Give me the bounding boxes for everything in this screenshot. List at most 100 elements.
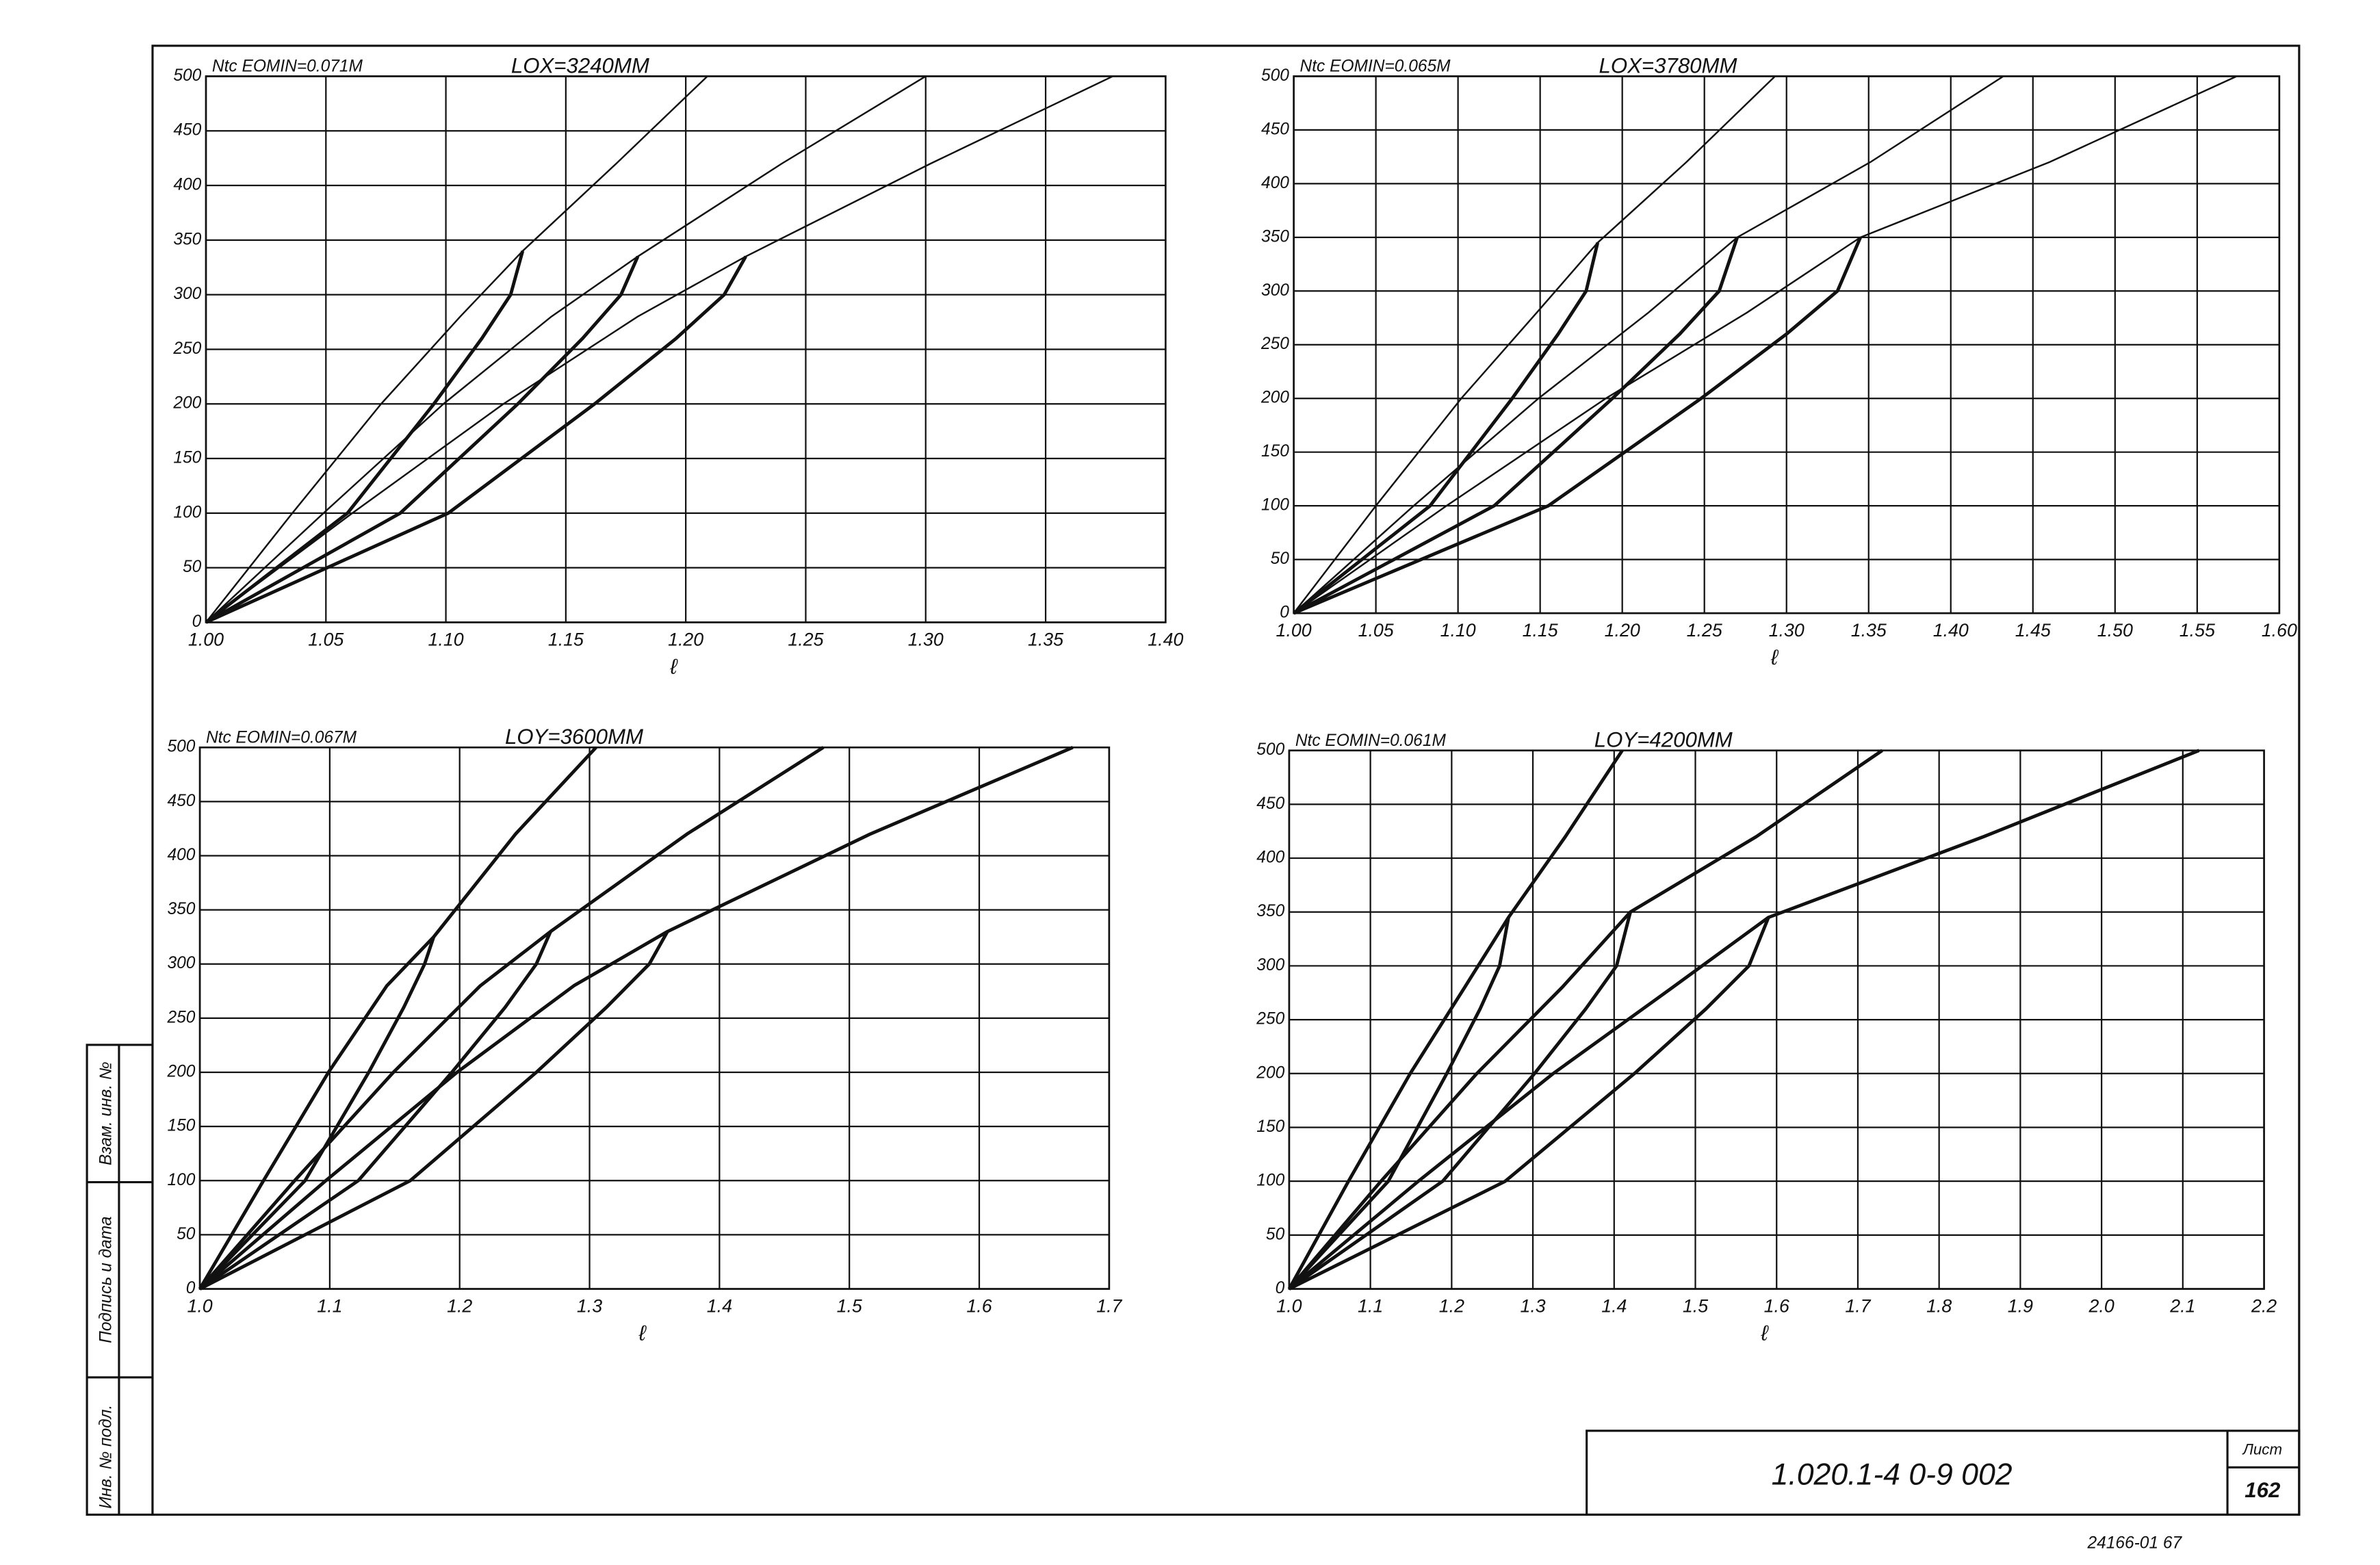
x-tick-label: 1.0 — [1276, 1295, 1302, 1316]
y-tick-label: 0 — [1276, 1279, 1285, 1297]
x-tick-label: 1.00 — [1276, 620, 1312, 641]
curve — [1288, 749, 1883, 1291]
sheet-number: 162 — [2245, 1478, 2281, 1502]
x-tick-label: 1.35 — [1028, 629, 1063, 649]
x-tick-label: 1.25 — [1687, 620, 1722, 641]
x-tick-label: 1.15 — [1523, 620, 1558, 641]
plot-border — [198, 746, 1111, 1290]
x-tick-label: 1.30 — [908, 629, 944, 649]
x-tick-label: 1.50 — [2097, 620, 2133, 641]
side-stamp-text: Инв. № подл. — [97, 1405, 116, 1509]
x-tick-label: 1.40 — [1933, 620, 1969, 641]
side-stamp-text: Взам. инв. № — [97, 1061, 116, 1165]
x-tick-label: 1.15 — [548, 629, 584, 649]
sheet-border — [151, 44, 2301, 1516]
chart-title: Ntc EOMIN=0.065M — [1300, 57, 1451, 76]
y-tick-label: 150 — [1256, 1117, 1284, 1136]
plot-border — [1288, 749, 2265, 1290]
curve — [1293, 75, 2004, 614]
x-tick-label: 1.30 — [1769, 620, 1805, 641]
curve — [1293, 75, 2237, 615]
x-tick-label: 1.1 — [317, 1295, 342, 1316]
side-stamp-text: Подпись и дата — [97, 1216, 116, 1343]
y-tick-label: 200 — [166, 1063, 195, 1081]
x-tick-label: 1.3 — [577, 1295, 602, 1316]
curve — [198, 936, 436, 1291]
y-tick-label: 250 — [1256, 1010, 1284, 1029]
chart-subtitle: LOY=3600MM — [505, 725, 643, 749]
x-tick-label: 1.5 — [1683, 1295, 1708, 1316]
x-tick-label: 1.55 — [2179, 620, 2215, 641]
x-tick-label: 1.7 — [1845, 1295, 1871, 1316]
curve — [1287, 749, 1624, 1290]
title-block — [1586, 1430, 2301, 1516]
chart-subtitle: LOX=3780MM — [1599, 53, 1737, 77]
y-tick-label: 50 — [183, 558, 202, 576]
x-tick-label: 1.05 — [308, 629, 344, 649]
x-tick-label: 1.3 — [1520, 1295, 1545, 1316]
x-tick-label: 2.0 — [2088, 1295, 2114, 1316]
x-tick-label: 1.6 — [966, 1295, 992, 1316]
x-tick-label: 1.20 — [1605, 620, 1640, 641]
x-tick-label: 1.1 — [1358, 1295, 1383, 1316]
curve — [1288, 916, 1770, 1291]
y-tick-label: 400 — [1261, 174, 1289, 192]
y-tick-label: 100 — [173, 503, 201, 521]
x-tick-label: 1.2 — [1439, 1295, 1464, 1316]
y-tick-label: 450 — [1256, 794, 1284, 813]
y-tick-label: 50 — [1271, 549, 1290, 568]
chart-title: Ntc EOMIN=0.061M — [1295, 732, 1447, 750]
y-tick-label: 500 — [173, 66, 201, 85]
curve — [205, 255, 747, 624]
x-tick-label: 1.2 — [447, 1295, 472, 1316]
y-tick-label: 50 — [1266, 1225, 1285, 1243]
curve — [1288, 749, 2200, 1291]
y-tick-label: 150 — [173, 449, 201, 467]
x-tick-label: 1.25 — [788, 629, 823, 649]
y-tick-label: 0 — [186, 1279, 196, 1297]
y-tick-label: 100 — [1256, 1172, 1284, 1190]
curve — [198, 746, 825, 1291]
x-tick-label: 1.10 — [428, 629, 464, 649]
y-tick-label: 400 — [173, 176, 201, 194]
y-tick-label: 200 — [1260, 389, 1289, 407]
curve — [205, 75, 927, 623]
x-tick-label: 1.7 — [1096, 1295, 1122, 1316]
y-tick-label: 200 — [172, 394, 201, 413]
y-tick-label: 0 — [1280, 604, 1289, 622]
y-tick-label: 500 — [167, 738, 195, 756]
y-tick-label: 350 — [1261, 227, 1289, 246]
y-tick-label: 450 — [173, 121, 201, 140]
curve — [205, 250, 525, 624]
x-tick-label: 1.05 — [1358, 620, 1394, 641]
y-tick-label: 250 — [1260, 335, 1289, 353]
x-tick-label: 1.0 — [187, 1295, 212, 1316]
chart-title: Ntc EOMIN=0.071M — [212, 57, 363, 76]
x-tick-label: 2.2 — [2251, 1295, 2277, 1316]
curve — [1293, 237, 1739, 615]
curve — [198, 931, 552, 1291]
x-tick-label: 1.4 — [1601, 1295, 1627, 1316]
y-tick-label: 300 — [1261, 281, 1289, 300]
y-tick-label: 500 — [1256, 740, 1284, 759]
x-tick-label: 1.8 — [1926, 1295, 1952, 1316]
y-tick-label: 50 — [177, 1225, 196, 1243]
y-tick-label: 450 — [167, 792, 195, 810]
y-tick-label: 100 — [167, 1171, 195, 1189]
curve — [198, 931, 669, 1291]
curve — [198, 746, 597, 1290]
x-tick-label: 1.45 — [2015, 620, 2051, 641]
x-axis-label: ℓ — [1760, 1321, 1769, 1345]
sheet-label: Лист — [2242, 1441, 2282, 1458]
y-tick-label: 100 — [1261, 496, 1289, 515]
x-tick-label: 1.00 — [188, 629, 224, 649]
chart-subtitle: LOX=3240MM — [511, 53, 649, 77]
y-tick-label: 400 — [167, 846, 195, 864]
curve — [205, 75, 1113, 623]
x-tick-label: 1.20 — [668, 629, 703, 649]
y-tick-label: 350 — [1256, 902, 1284, 920]
x-tick-label: 2.1 — [2169, 1295, 2195, 1316]
x-axis-label: ℓ — [638, 1321, 647, 1345]
x-axis-label: ℓ — [669, 655, 678, 679]
